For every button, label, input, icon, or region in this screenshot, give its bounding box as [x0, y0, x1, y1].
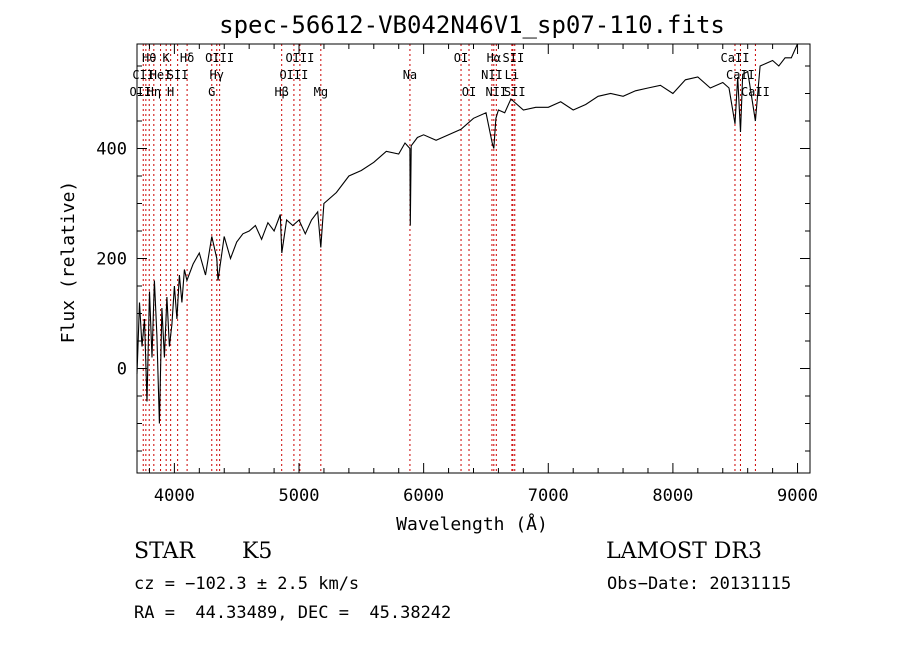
emission-line-markers	[142, 44, 756, 473]
emission-line-label: CaII	[741, 85, 770, 99]
emission-line-label: SII	[167, 68, 189, 82]
emission-line-label: OII	[130, 85, 152, 99]
emission-line-label: CII	[132, 68, 154, 82]
y-tick-label: 400	[96, 140, 127, 160]
x-axis-label: Wavelength (Å)	[396, 513, 548, 535]
x-tick-label: 4000	[154, 486, 195, 506]
emission-line-label: OI	[454, 51, 468, 65]
emission-line-label: Hβ	[274, 85, 288, 99]
emission-line-label: SII	[503, 51, 525, 65]
emission-line-label: G	[208, 85, 215, 99]
observation-date: Obs−Date: 20131115	[607, 574, 792, 594]
object-class: STAR	[134, 539, 195, 564]
emission-line-label: Na	[403, 68, 417, 82]
emission-line-label: Hθ	[142, 51, 156, 65]
emission-line-label: Hα	[487, 51, 501, 65]
emission-line-label: OIII	[285, 51, 314, 65]
axes: 4000 5000 6000 7000 8000 9000 0 200 400	[96, 44, 818, 506]
emission-line-label: CaII	[726, 68, 755, 82]
emission-line-label: Hγ	[210, 68, 224, 82]
emission-line-label: Mg	[314, 85, 328, 99]
coordinates: RA = 44.33489, DEC = 45.38242	[134, 603, 452, 623]
y-axis-label: Flux (relative)	[58, 181, 79, 344]
y-tick-label: 0	[117, 360, 127, 380]
y-tick-label: 200	[96, 250, 127, 270]
chart-title: spec-56612-VB042N46V1_sp07-110.fits	[219, 11, 725, 39]
emission-line-label: NII	[481, 68, 503, 82]
emission-line-label: NII	[485, 85, 507, 99]
object-subclass: K5	[242, 539, 273, 564]
x-tick-label: 8000	[652, 486, 693, 506]
emission-line-label: Hδ	[180, 51, 194, 65]
spectrum-line	[136, 43, 799, 424]
emission-line-label: CaII	[721, 51, 750, 65]
survey-name: LAMOST DR3	[606, 539, 762, 564]
x-tick-label: 9000	[777, 486, 818, 506]
emission-line-label: OI	[462, 85, 476, 99]
emission-line-label: K	[163, 51, 171, 65]
emission-line-label: SII	[504, 85, 526, 99]
emission-line-label: Li	[505, 68, 519, 82]
redshift-velocity: cz = −102.3 ± 2.5 km/s	[134, 574, 360, 594]
plot-frame	[136, 43, 811, 474]
x-tick-label: 7000	[528, 486, 569, 506]
emission-line-label: HeI	[150, 68, 172, 82]
emission-line-label: OIII	[279, 68, 308, 82]
x-tick-label: 5000	[279, 486, 320, 506]
emission-line-label: Hη	[147, 85, 161, 99]
emission-line-label: H	[167, 85, 174, 99]
emission-line-label: OIII	[205, 51, 234, 65]
x-tick-label: 6000	[403, 486, 444, 506]
